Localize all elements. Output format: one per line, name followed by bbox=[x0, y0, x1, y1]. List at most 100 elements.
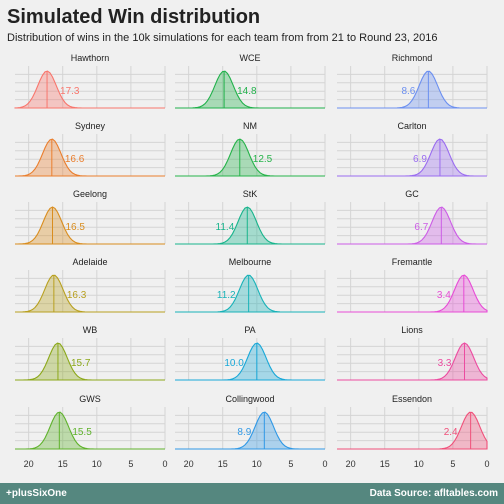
chart-title: Simulated Win distribution bbox=[7, 6, 261, 28]
density-area bbox=[14, 70, 165, 109]
x-tick-label: 10 bbox=[414, 459, 424, 469]
facet-panel: Essendon 2.4 bbox=[337, 394, 488, 450]
density-area bbox=[15, 342, 165, 381]
panel-title: WCE bbox=[240, 53, 261, 63]
facet-panel: WB 15.7 bbox=[15, 325, 166, 381]
mean-label: 2.4 bbox=[444, 427, 458, 438]
density-area bbox=[337, 274, 488, 313]
mean-label: 11.4 bbox=[216, 222, 235, 233]
facet-panel: Richmond 8.6 bbox=[337, 53, 488, 109]
density-area bbox=[175, 206, 325, 245]
panel-title: Lions bbox=[401, 325, 423, 335]
mean-label: 8.6 bbox=[401, 86, 415, 97]
facet-panel: Carlton 6.9 bbox=[337, 121, 488, 177]
density-area bbox=[15, 274, 165, 313]
panel-background bbox=[337, 270, 487, 312]
panel-background bbox=[15, 134, 165, 176]
panel-title: Carlton bbox=[397, 121, 426, 131]
panel-background bbox=[175, 270, 325, 312]
density-area bbox=[337, 342, 488, 381]
panel-title: Geelong bbox=[73, 189, 107, 199]
facet-panel: PA 10.0 bbox=[175, 325, 326, 381]
panel-title: Collingwood bbox=[225, 394, 274, 404]
panel-title: Melbourne bbox=[229, 257, 272, 267]
panel-background bbox=[15, 407, 165, 449]
facet-panel: Geelong 16.5 bbox=[15, 189, 166, 245]
mean-label: 16.3 bbox=[67, 290, 87, 301]
facet-panel: Melbourne 11.2 bbox=[175, 257, 326, 313]
x-tick-label: 20 bbox=[24, 459, 34, 469]
facet-chart: Hawthorn 17.3 WCE 14.8 Richmond 8.6 Sydney 16.6… bbox=[14, 53, 490, 469]
footer-bar: +plusSixOne Data Source: afltables.com bbox=[0, 483, 504, 504]
chart-subtitle: Distribution of wins in the 10k simulati… bbox=[7, 32, 438, 44]
panel-title: Fremantle bbox=[392, 257, 433, 267]
density-area bbox=[337, 70, 487, 109]
panel-title: Hawthorn bbox=[71, 53, 110, 63]
facet-panel: GWS 15.5 bbox=[15, 394, 166, 450]
mean-label: 17.3 bbox=[60, 86, 80, 97]
panel-background bbox=[15, 270, 165, 312]
facet-panel: Sydney 16.6 bbox=[15, 121, 166, 177]
facet-panel: Adelaide 16.3 bbox=[15, 257, 166, 313]
mean-label: 6.7 bbox=[414, 222, 428, 233]
mean-label: 15.7 bbox=[71, 358, 91, 369]
panel-background bbox=[337, 407, 487, 449]
x-tick-label: 5 bbox=[128, 459, 133, 469]
mean-label: 16.5 bbox=[66, 222, 86, 233]
panel-title: StK bbox=[243, 189, 258, 199]
panel-title: GC bbox=[405, 189, 419, 199]
mean-label: 8.9 bbox=[237, 427, 251, 438]
panel-background bbox=[337, 134, 487, 176]
panel-background bbox=[175, 66, 325, 108]
density-area bbox=[175, 411, 325, 450]
panel-background bbox=[15, 338, 165, 380]
density-area bbox=[175, 70, 325, 109]
density-area bbox=[337, 138, 487, 177]
panel-title: PA bbox=[244, 325, 255, 335]
facet-panel: Collingwood 8.9 bbox=[175, 394, 326, 450]
density-area bbox=[337, 206, 487, 245]
panel-background bbox=[175, 407, 325, 449]
footer-source: Data Source: afltables.com bbox=[369, 488, 498, 499]
x-tick-label: 5 bbox=[288, 459, 293, 469]
panel-background bbox=[15, 66, 165, 108]
x-tick-label: 0 bbox=[162, 459, 167, 469]
density-area bbox=[175, 342, 325, 381]
density-area bbox=[15, 411, 165, 450]
panel-title: Essendon bbox=[392, 394, 432, 404]
facet-panel: Hawthorn 17.3 bbox=[14, 53, 166, 109]
panel-title: GWS bbox=[79, 394, 101, 404]
density-area bbox=[15, 138, 165, 177]
facet-panel: NM 12.5 bbox=[175, 121, 326, 177]
facet-panel: Lions 3.3 bbox=[337, 325, 488, 381]
mean-label: 3.3 bbox=[438, 358, 452, 369]
density-area bbox=[175, 274, 325, 313]
x-tick-label: 0 bbox=[484, 459, 489, 469]
mean-label: 6.9 bbox=[413, 154, 427, 165]
facet-panel: Fremantle 3.4 bbox=[337, 257, 488, 313]
panel-title: WB bbox=[83, 325, 98, 335]
mean-label: 15.5 bbox=[72, 427, 92, 438]
panel-background bbox=[175, 338, 325, 380]
mean-label: 10.0 bbox=[224, 358, 244, 369]
x-tick-label: 10 bbox=[92, 459, 102, 469]
panel-title: Sydney bbox=[75, 121, 106, 131]
panel-title: NM bbox=[243, 121, 257, 131]
panel-title: Richmond bbox=[392, 53, 433, 63]
x-tick-label: 0 bbox=[322, 459, 327, 469]
mean-label: 16.6 bbox=[65, 154, 85, 165]
facet-panel: StK 11.4 bbox=[175, 189, 326, 245]
panel-background bbox=[337, 202, 487, 244]
x-tick-label: 20 bbox=[184, 459, 194, 469]
mean-label: 11.2 bbox=[217, 290, 236, 301]
panel-background bbox=[15, 202, 165, 244]
x-tick-label: 10 bbox=[252, 459, 262, 469]
footer-brand: +plusSixOne bbox=[6, 488, 67, 499]
x-tick-label: 15 bbox=[58, 459, 68, 469]
facet-panel: WCE 14.8 bbox=[175, 53, 326, 109]
panel-title: Adelaide bbox=[72, 257, 107, 267]
density-area bbox=[337, 411, 488, 450]
x-tick-label: 5 bbox=[450, 459, 455, 469]
facet-panel: GC 6.7 bbox=[337, 189, 488, 245]
mean-label: 14.8 bbox=[237, 86, 257, 97]
